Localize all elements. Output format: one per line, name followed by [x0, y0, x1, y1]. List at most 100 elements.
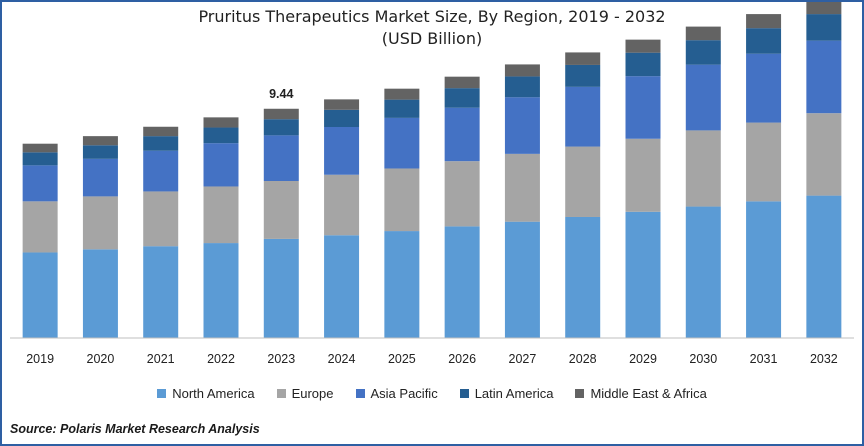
x-tick-label: 2028	[569, 352, 597, 366]
legend-swatch	[276, 389, 286, 398]
data-label-2023: 9.44	[269, 87, 293, 101]
bar-segment-2025-north-america	[384, 231, 420, 338]
bar-segment-2032-middle-east-africa	[806, 2, 842, 15]
bar-segment-2024-middle-east-africa	[324, 99, 360, 110]
bar-segment-2027-latin-america	[504, 76, 540, 98]
x-tick-label: 2027	[509, 352, 537, 366]
x-tick-label: 2022	[207, 352, 235, 366]
legend-item-latin-america: Latin America	[459, 386, 553, 401]
bar-segment-2024-latin-america	[324, 109, 360, 128]
bar-segment-2020-asia-pacific	[82, 158, 118, 197]
bar-segment-2026-europe	[444, 161, 480, 227]
bar-segment-2022-north-america	[203, 243, 239, 338]
bar-segment-2031-north-america	[746, 201, 782, 338]
bar-segment-2031-asia-pacific	[746, 53, 782, 123]
legend-label: Europe	[291, 386, 334, 401]
bar-segment-2027-middle-east-africa	[504, 64, 540, 77]
bar-segment-2023-europe	[263, 181, 299, 239]
bar-segment-2028-north-america	[565, 216, 601, 338]
bar-segment-2019-middle-east-africa	[22, 143, 58, 153]
bar-segment-2028-europe	[565, 146, 601, 217]
bar-segment-2028-latin-america	[565, 64, 601, 87]
bar-segment-2026-latin-america	[444, 88, 480, 108]
x-tick-label: 2026	[448, 352, 476, 366]
bar-segment-2032-north-america	[806, 195, 842, 338]
bar-segment-2030-europe	[685, 130, 721, 207]
bar-segment-2029-middle-east-africa	[625, 39, 661, 53]
bar-segment-2020-north-america	[82, 249, 118, 338]
bar-segment-2026-middle-east-africa	[444, 76, 480, 89]
bar-segment-2032-europe	[806, 113, 842, 196]
annotations: 9.44	[269, 87, 293, 101]
chart-subtitle: (USD Billion)	[382, 29, 482, 48]
bar-segment-2019-latin-america	[22, 152, 58, 166]
x-tick-label: 2023	[267, 352, 295, 366]
bar-segment-2032-asia-pacific	[806, 40, 842, 114]
bar-segment-2024-europe	[324, 174, 360, 236]
bar-segment-2021-europe	[143, 191, 179, 247]
x-tick-label: 2019	[26, 352, 54, 366]
bar-segment-2022-asia-pacific	[203, 143, 239, 187]
bar-segment-2028-middle-east-africa	[565, 52, 601, 65]
x-tick-label: 2029	[629, 352, 657, 366]
legend-swatch	[355, 389, 365, 398]
bar-segment-2029-latin-america	[625, 52, 661, 77]
legend-item-middle-east-africa: Middle East & Africa	[575, 386, 707, 401]
legend-item-asia-pacific: Asia Pacific	[355, 386, 438, 401]
x-tick-labels: 2019 2020 2021 2022 2023 2024 2025 2026 2027 2028…	[26, 352, 838, 366]
bar-segment-2028-asia-pacific	[565, 86, 601, 147]
bar-segment-2030-north-america	[685, 206, 721, 338]
legend-item-north-america: North America	[157, 386, 255, 401]
bar-segment-2021-north-america	[143, 246, 179, 338]
bar-segment-2020-europe	[82, 196, 118, 250]
bar-segment-2023-asia-pacific	[263, 135, 299, 181]
x-tick-label: 2020	[87, 352, 115, 366]
legend-swatch	[575, 389, 585, 398]
x-tick-label: 2031	[750, 352, 778, 366]
x-tick-label: 2025	[388, 352, 416, 366]
x-tick-label: 2030	[689, 352, 717, 366]
bar-segment-2020-latin-america	[82, 145, 118, 159]
x-tick-label: 2032	[810, 352, 838, 366]
bar-segment-2031-europe	[746, 122, 782, 202]
legend-label: North America	[172, 386, 255, 401]
bar-segment-2022-europe	[203, 186, 239, 244]
bar-segment-2030-latin-america	[685, 40, 721, 65]
bar-segment-2023-middle-east-africa	[263, 108, 299, 120]
bar-segment-2020-middle-east-africa	[82, 136, 118, 146]
bar-segment-2029-asia-pacific	[625, 76, 661, 139]
bar-segment-2026-north-america	[444, 226, 480, 338]
bar-segment-2025-latin-america	[384, 99, 420, 118]
bar-segment-2023-latin-america	[263, 119, 299, 136]
bar-segment-2022-middle-east-africa	[203, 117, 239, 128]
legend-label: Middle East & Africa	[590, 386, 707, 401]
bar-segment-2025-asia-pacific	[384, 117, 420, 169]
bar-segment-2021-middle-east-africa	[143, 126, 179, 137]
bar-segment-2027-north-america	[504, 221, 540, 338]
legend-label: Asia Pacific	[370, 386, 438, 401]
bar-segment-2031-latin-america	[746, 28, 782, 54]
bar-segment-2024-north-america	[324, 235, 360, 338]
legend: North America Europe Asia Pacific Latin Ame…	[2, 386, 862, 401]
bars-group	[22, 2, 842, 338]
bar-segment-2027-asia-pacific	[504, 97, 540, 154]
bar-segment-2021-asia-pacific	[143, 150, 179, 192]
bar-segment-2024-asia-pacific	[324, 127, 360, 175]
bar-segment-2025-middle-east-africa	[384, 88, 420, 100]
legend-swatch	[459, 389, 469, 398]
bar-segment-2030-asia-pacific	[685, 64, 721, 131]
bar-segment-2030-middle-east-africa	[685, 26, 721, 41]
bar-segment-2027-europe	[504, 153, 540, 222]
legend-item-europe: Europe	[276, 386, 334, 401]
bar-segment-2019-north-america	[22, 252, 58, 338]
bar-segment-2022-latin-america	[203, 127, 239, 144]
source-note: Source: Polaris Market Research Analysis	[10, 422, 260, 436]
bar-segment-2019-asia-pacific	[22, 165, 58, 202]
bar-segment-2032-latin-america	[806, 14, 842, 41]
bar-segment-2029-europe	[625, 138, 661, 212]
bar-segment-2029-north-america	[625, 211, 661, 338]
chart-title: Pruritus Therapeutics Market Size, By Re…	[198, 7, 665, 26]
bar-segment-2021-latin-america	[143, 136, 179, 151]
x-tick-label: 2024	[328, 352, 356, 366]
